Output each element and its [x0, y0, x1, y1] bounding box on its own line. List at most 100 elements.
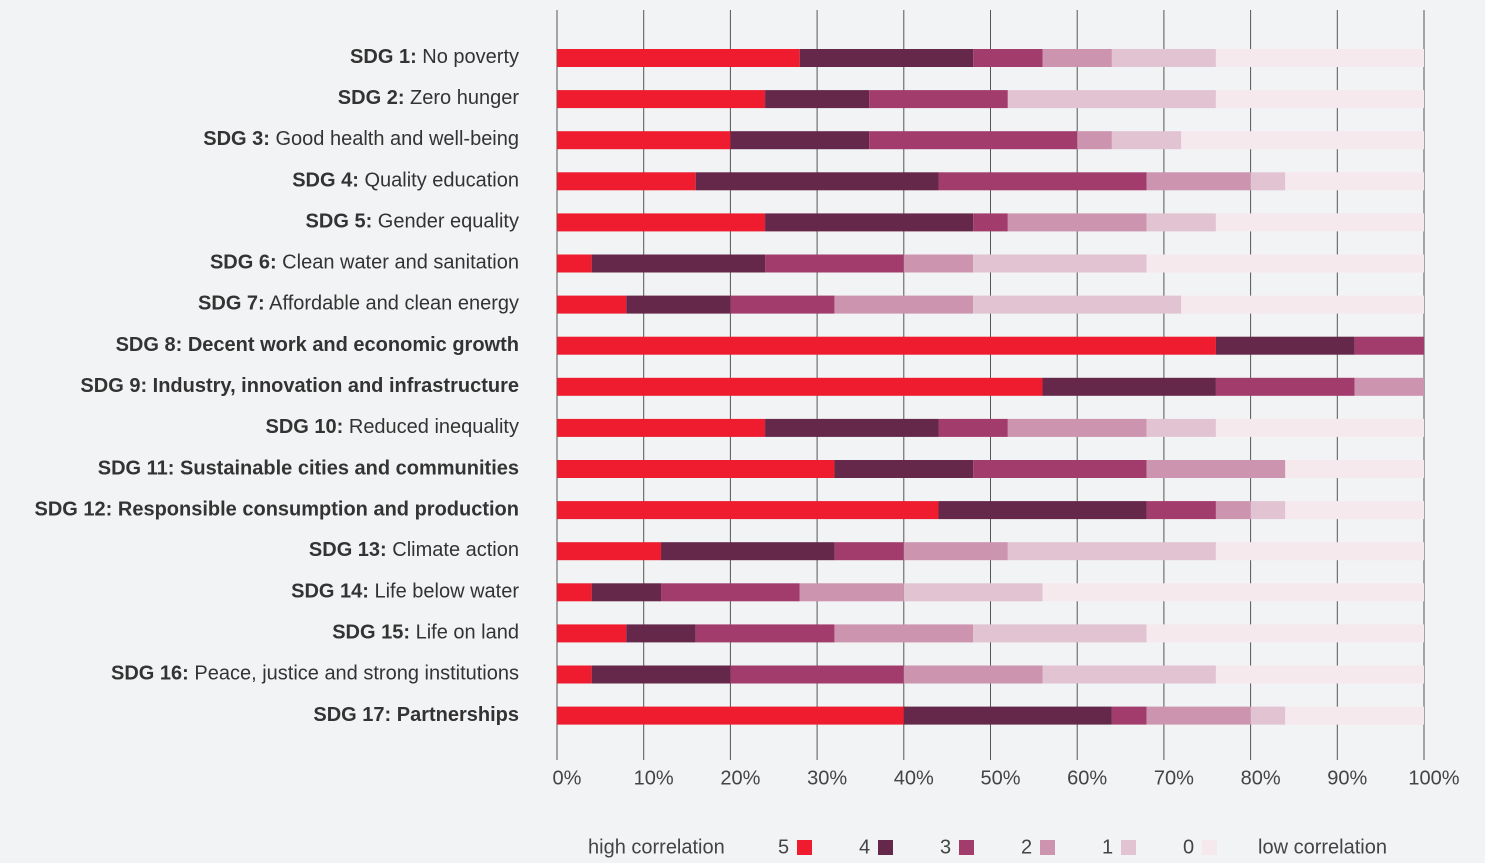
bar-segment [1007, 418, 1147, 437]
bar-segment [1146, 418, 1216, 437]
category-label: SDG 15: Life on land [332, 622, 519, 644]
bar-segment [1146, 624, 1424, 643]
bar-segment [626, 295, 731, 314]
x-tick-label: 30% [807, 767, 847, 789]
category-label: SDG 14: Life below water [291, 581, 519, 603]
bar-segment [730, 131, 870, 150]
bar-segment [1215, 336, 1355, 355]
bar-segment [765, 254, 904, 273]
x-tick-label: 10% [634, 767, 674, 789]
bar-segment [799, 583, 904, 602]
legend-label: 1 [1102, 836, 1113, 858]
category-label: SDG 11: Sustainable cities and communiti… [98, 457, 519, 479]
bar-segment [1042, 583, 1424, 602]
bar-segment [1250, 501, 1286, 520]
bar-segment [765, 213, 974, 232]
bar-segment [626, 624, 696, 643]
bar-segment [1354, 336, 1424, 355]
legend-label: 4 [859, 836, 870, 858]
bar-segment [1146, 706, 1251, 725]
bar-segment [1250, 172, 1286, 191]
bar-segment [903, 254, 974, 273]
legend-swatch [1040, 840, 1055, 855]
bar-segment [695, 172, 939, 191]
bar-segment [1042, 377, 1216, 396]
category-label: SDG 1: No poverty [350, 46, 519, 68]
bar-segment [1285, 172, 1424, 191]
bar-segment [557, 460, 835, 478]
bar-segment [661, 583, 800, 602]
bar-segment [765, 418, 939, 437]
bar-segment [557, 542, 662, 561]
bar-segment [1111, 49, 1216, 67]
bar-segment [1215, 377, 1355, 396]
bar-segment [557, 501, 939, 520]
bar-segment [1111, 131, 1182, 150]
bar-segment [903, 665, 1043, 684]
bar-segment [557, 665, 592, 684]
bar-segment [1042, 49, 1112, 67]
bar-segment [1250, 706, 1286, 725]
legend-label: 2 [1021, 836, 1032, 858]
bar-segment [1215, 213, 1424, 232]
bar-segment [591, 583, 662, 602]
category-label: SDG 10: Reduced inequality [266, 416, 520, 438]
legend-swatch [878, 840, 893, 855]
category-label: SDG 4: Quality education [292, 170, 519, 192]
legend-swatch [1202, 840, 1217, 855]
bar-segment [557, 131, 731, 150]
bar-segment [557, 583, 592, 602]
bar-segment [869, 131, 1078, 150]
bar-segment [557, 336, 1216, 355]
bar-segment [1215, 49, 1424, 67]
bar-segment [557, 624, 627, 643]
category-label: SDG 12: Responsible consumption and prod… [35, 498, 519, 520]
bar-segment [695, 624, 835, 643]
category-label: SDG 3: Good health and well-being [203, 128, 519, 150]
legend-label: 5 [778, 836, 789, 858]
bar-segment [973, 49, 1043, 67]
bar-segment [903, 706, 1112, 725]
bar-segment [1215, 501, 1251, 520]
bar-segment [1146, 501, 1216, 520]
bar-segment [1354, 377, 1424, 396]
bar-segment [1181, 295, 1424, 314]
bar-segment [730, 295, 835, 314]
bar-segment [1077, 131, 1112, 150]
bar-segment [973, 213, 1008, 232]
legend-label: 3 [940, 836, 951, 858]
bar-segment [1215, 418, 1424, 437]
x-tick-label: 40% [894, 767, 934, 789]
bar-segment [1285, 460, 1424, 478]
legend-label: 0 [1183, 836, 1194, 858]
bar-segment [557, 418, 766, 437]
category-label: SDG 6: Clean water and sanitation [210, 252, 519, 274]
bar-segment [973, 624, 1147, 643]
x-tick-label: 70% [1154, 767, 1194, 789]
x-tick-label: 0% [553, 767, 582, 789]
bar-segment [973, 295, 1182, 314]
bar-segment [557, 172, 696, 191]
x-tick-label: 100% [1408, 767, 1459, 789]
bar-segment [1146, 460, 1286, 478]
bar-segment [557, 254, 592, 273]
bar-segment [1007, 90, 1216, 109]
x-tick-label: 90% [1327, 767, 1367, 789]
bar-segment [591, 254, 766, 273]
category-label: SDG 17: Partnerships [313, 704, 519, 726]
category-label: SDG 2: Zero hunger [338, 87, 520, 109]
bar-segment [1007, 542, 1216, 561]
bar-segment [557, 90, 766, 109]
category-label: SDG 8: Decent work and economic growth [116, 334, 519, 356]
bar-segment [1146, 254, 1424, 273]
legend-low: low correlation [1258, 836, 1387, 858]
bar-segment [661, 542, 835, 561]
bar-segment [1215, 542, 1424, 561]
bar-segment [557, 295, 627, 314]
category-label: SDG 16: Peace, justice and strong instit… [111, 663, 519, 685]
bar-segment [834, 624, 974, 643]
category-label: SDG 7: Affordable and clean energy [198, 293, 519, 315]
bar-segment [1111, 706, 1147, 725]
bar-segment [1285, 706, 1424, 725]
